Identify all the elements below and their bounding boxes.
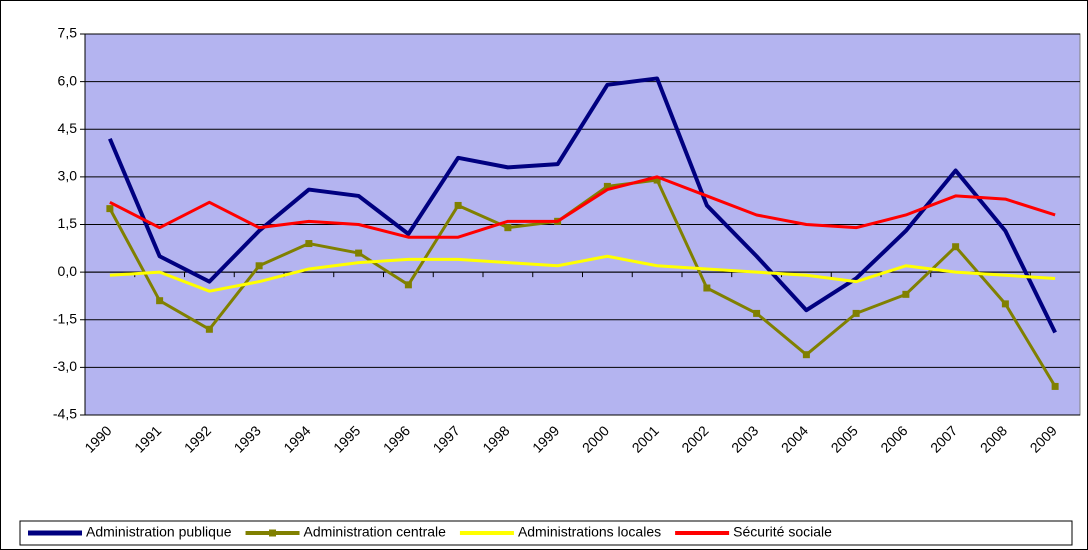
marker (156, 297, 164, 305)
marker (1051, 382, 1059, 390)
marker (753, 309, 761, 317)
y-tick-label: -3,0 (53, 358, 77, 374)
marker (404, 281, 412, 289)
legend-label: Administrations locales (518, 524, 661, 540)
marker (1001, 300, 1009, 308)
marker (305, 240, 313, 248)
y-tick-label: 3,0 (58, 168, 78, 184)
marker (106, 205, 114, 213)
y-tick-label: -4,5 (53, 406, 77, 422)
legend: Administration publique Administration ce… (19, 520, 1073, 546)
legend-label: Administration publique (86, 524, 232, 540)
legend-marker (269, 529, 277, 537)
y-tick-label: -1,5 (53, 310, 77, 326)
legend-label: Administration centrale (304, 524, 447, 540)
series-line (109, 175, 1056, 239)
y-tick-label: 6,0 (58, 72, 78, 88)
y-tick-label: 7,5 (58, 25, 78, 41)
marker (952, 243, 960, 251)
marker (454, 201, 462, 209)
marker (603, 182, 611, 190)
y-tick-label: 1,5 (58, 215, 78, 231)
marker (205, 325, 213, 333)
series-line (109, 254, 1056, 293)
marker (902, 290, 910, 298)
marker (255, 262, 263, 270)
marker (355, 249, 363, 257)
series-line (108, 76, 1057, 334)
marker (504, 224, 512, 232)
marker (653, 176, 661, 184)
legend-box (19, 520, 1073, 546)
marker (802, 351, 810, 359)
y-tick-label: 0,0 (58, 263, 78, 279)
marker (852, 309, 860, 317)
marker (703, 284, 711, 292)
legend-label: Sécurité sociale (733, 524, 832, 540)
y-tick-label: 4,5 (58, 120, 78, 136)
